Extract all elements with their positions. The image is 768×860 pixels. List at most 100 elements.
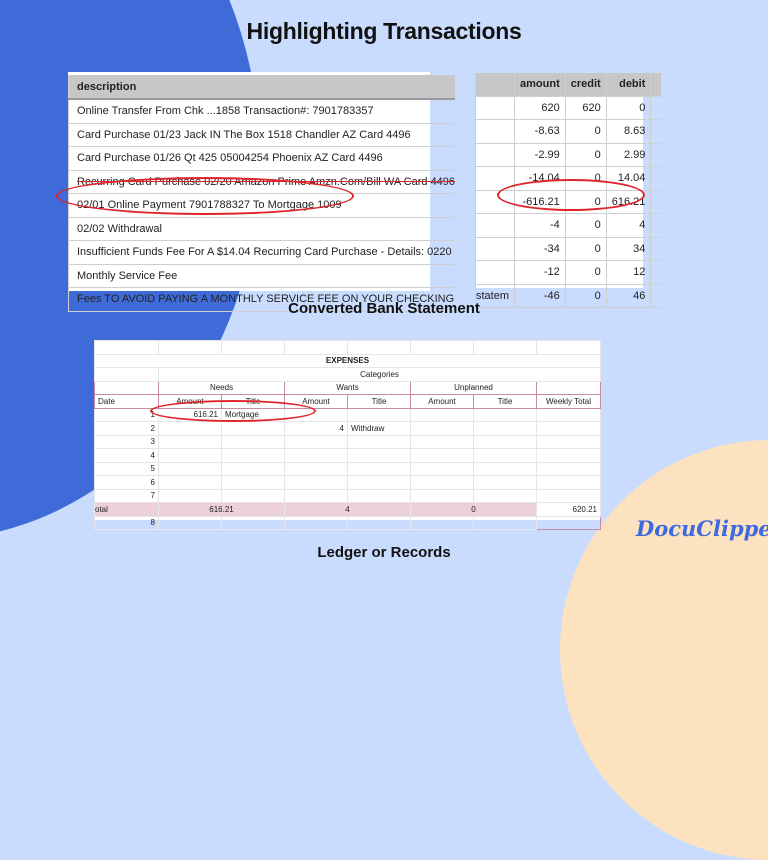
wants-amount-cell[interactable]: 4 [284,421,348,436]
credit-cell[interactable]: 0 [564,260,607,285]
blank-cell[interactable] [536,340,601,355]
debit-cell[interactable]: 8.63 [605,119,651,144]
unplanned-title-cell[interactable] [473,475,537,490]
amount-cell[interactable]: -4 [514,213,566,238]
amount-cell[interactable]: -8.63 [514,119,566,144]
credit-cell[interactable]: 620 [564,96,607,120]
credit-cell[interactable]: 0 [564,284,607,308]
unplanned-total[interactable]: 0 [410,502,537,517]
debit-cell[interactable]: 34 [605,237,651,261]
extra-cell[interactable] [650,213,662,238]
unplanned-amount-cell[interactable] [410,461,474,476]
weekly-cell[interactable] [536,448,601,463]
wants-title-cell[interactable] [347,407,411,422]
credit-cell[interactable]: 0 [564,119,607,144]
credit-cell[interactable]: 0 [564,237,607,261]
needs-title-cell[interactable] [221,461,285,476]
unplanned-amount-cell[interactable] [410,407,474,422]
unplanned-title-cell[interactable] [473,515,537,530]
label-cell[interactable] [474,260,515,285]
label-cell[interactable] [474,96,515,120]
wants-title-cell[interactable] [347,434,411,449]
date-cell[interactable]: 7 [94,488,159,503]
blank-cell[interactable] [94,340,159,355]
amount-cell[interactable]: 620 [514,96,566,120]
blank-cell[interactable] [410,340,474,355]
weekly-cell[interactable] [536,434,601,449]
blank-cell[interactable] [221,340,285,355]
amount-cell[interactable]: -2.99 [514,143,566,167]
wants-amount-cell[interactable] [284,448,348,463]
wants-amount-cell[interactable] [284,434,348,449]
needs-title-cell[interactable] [221,515,285,530]
weekly-cell[interactable] [536,515,601,530]
needs-title-cell[interactable] [221,421,285,436]
debit-cell[interactable]: 46 [605,284,651,308]
date-cell[interactable]: 2 [94,421,159,436]
amount-cell[interactable]: -34 [514,237,566,261]
needs-title-cell[interactable] [221,434,285,449]
date-cell[interactable]: 6 [94,475,159,490]
blank-cell[interactable] [473,340,537,355]
amount-cell[interactable]: -46 [514,284,566,308]
extra-cell[interactable] [650,119,662,144]
needs-amount-cell[interactable] [158,421,222,436]
wants-amount-cell[interactable] [284,488,348,503]
unplanned-amount-cell[interactable] [410,475,474,490]
blank-cell[interactable] [94,380,159,395]
needs-title-cell[interactable] [221,448,285,463]
unplanned-amount-cell[interactable] [410,448,474,463]
needs-total[interactable]: 616.21 [158,502,285,517]
amount-cell[interactable]: -12 [514,260,566,285]
debit-cell[interactable]: 4 [605,213,651,238]
needs-amount-cell[interactable] [158,461,222,476]
unplanned-amount-cell[interactable] [410,421,474,436]
extra-cell[interactable] [650,190,662,214]
unplanned-amount-cell[interactable] [410,515,474,530]
wants-title-cell[interactable]: Withdraw [347,421,411,436]
description-cell[interactable]: 02/02 Withdrawal [68,217,456,241]
weekly-cell[interactable] [536,421,601,436]
wants-title-cell[interactable] [347,461,411,476]
label-cell[interactable]: statem [474,284,515,308]
wants-title-cell[interactable] [347,488,411,503]
debit-cell[interactable]: 2.99 [605,143,651,167]
wants-amount-cell[interactable] [284,515,348,530]
needs-amount-cell[interactable] [158,515,222,530]
weekly-cell[interactable] [536,461,601,476]
credit-cell[interactable]: 0 [564,213,607,238]
blank-cell[interactable] [347,340,411,355]
date-cell[interactable]: 3 [94,434,159,449]
unplanned-amount-cell[interactable] [410,488,474,503]
wants-amount-cell[interactable] [284,461,348,476]
unplanned-title-cell[interactable] [473,448,537,463]
extra-cell[interactable] [650,260,662,285]
date-cell[interactable]: 8 [94,515,159,530]
label-cell[interactable] [474,143,515,167]
description-cell[interactable]: Fees TO AVOID PAYING A MONTHLY SERVICE F… [68,287,456,312]
unplanned-title-cell[interactable] [473,421,537,436]
wants-amount-cell[interactable] [284,475,348,490]
wants-title-cell[interactable] [347,475,411,490]
extra-cell[interactable] [650,284,662,308]
needs-amount-cell[interactable] [158,475,222,490]
description-cell[interactable]: Online Transfer From Chk ...1858 Transac… [68,99,456,124]
needs-amount-cell[interactable] [158,434,222,449]
unplanned-title-cell[interactable] [473,434,537,449]
unplanned-title-cell[interactable] [473,407,537,422]
weekly-cell[interactable] [536,488,601,503]
extra-cell[interactable] [650,237,662,261]
description-cell[interactable]: Card Purchase 01/23 Jack IN The Box 1518… [68,123,456,147]
credit-cell[interactable]: 0 [564,143,607,167]
debit-cell[interactable]: 0 [605,96,651,120]
needs-title-cell[interactable] [221,475,285,490]
wants-total[interactable]: 4 [284,502,411,517]
label-cell[interactable] [474,213,515,238]
extra-cell[interactable] [650,143,662,167]
description-cell[interactable]: Card Purchase 01/26 Qt 425 05004254 Phoe… [68,146,456,171]
debit-cell[interactable]: 12 [605,260,651,285]
description-cell[interactable]: Insufficient Funds Fee For A $14.04 Recu… [68,240,456,265]
blank-cell[interactable] [536,380,601,395]
blank-cell[interactable] [158,340,222,355]
weekly-total[interactable]: 620.21 [536,502,601,517]
